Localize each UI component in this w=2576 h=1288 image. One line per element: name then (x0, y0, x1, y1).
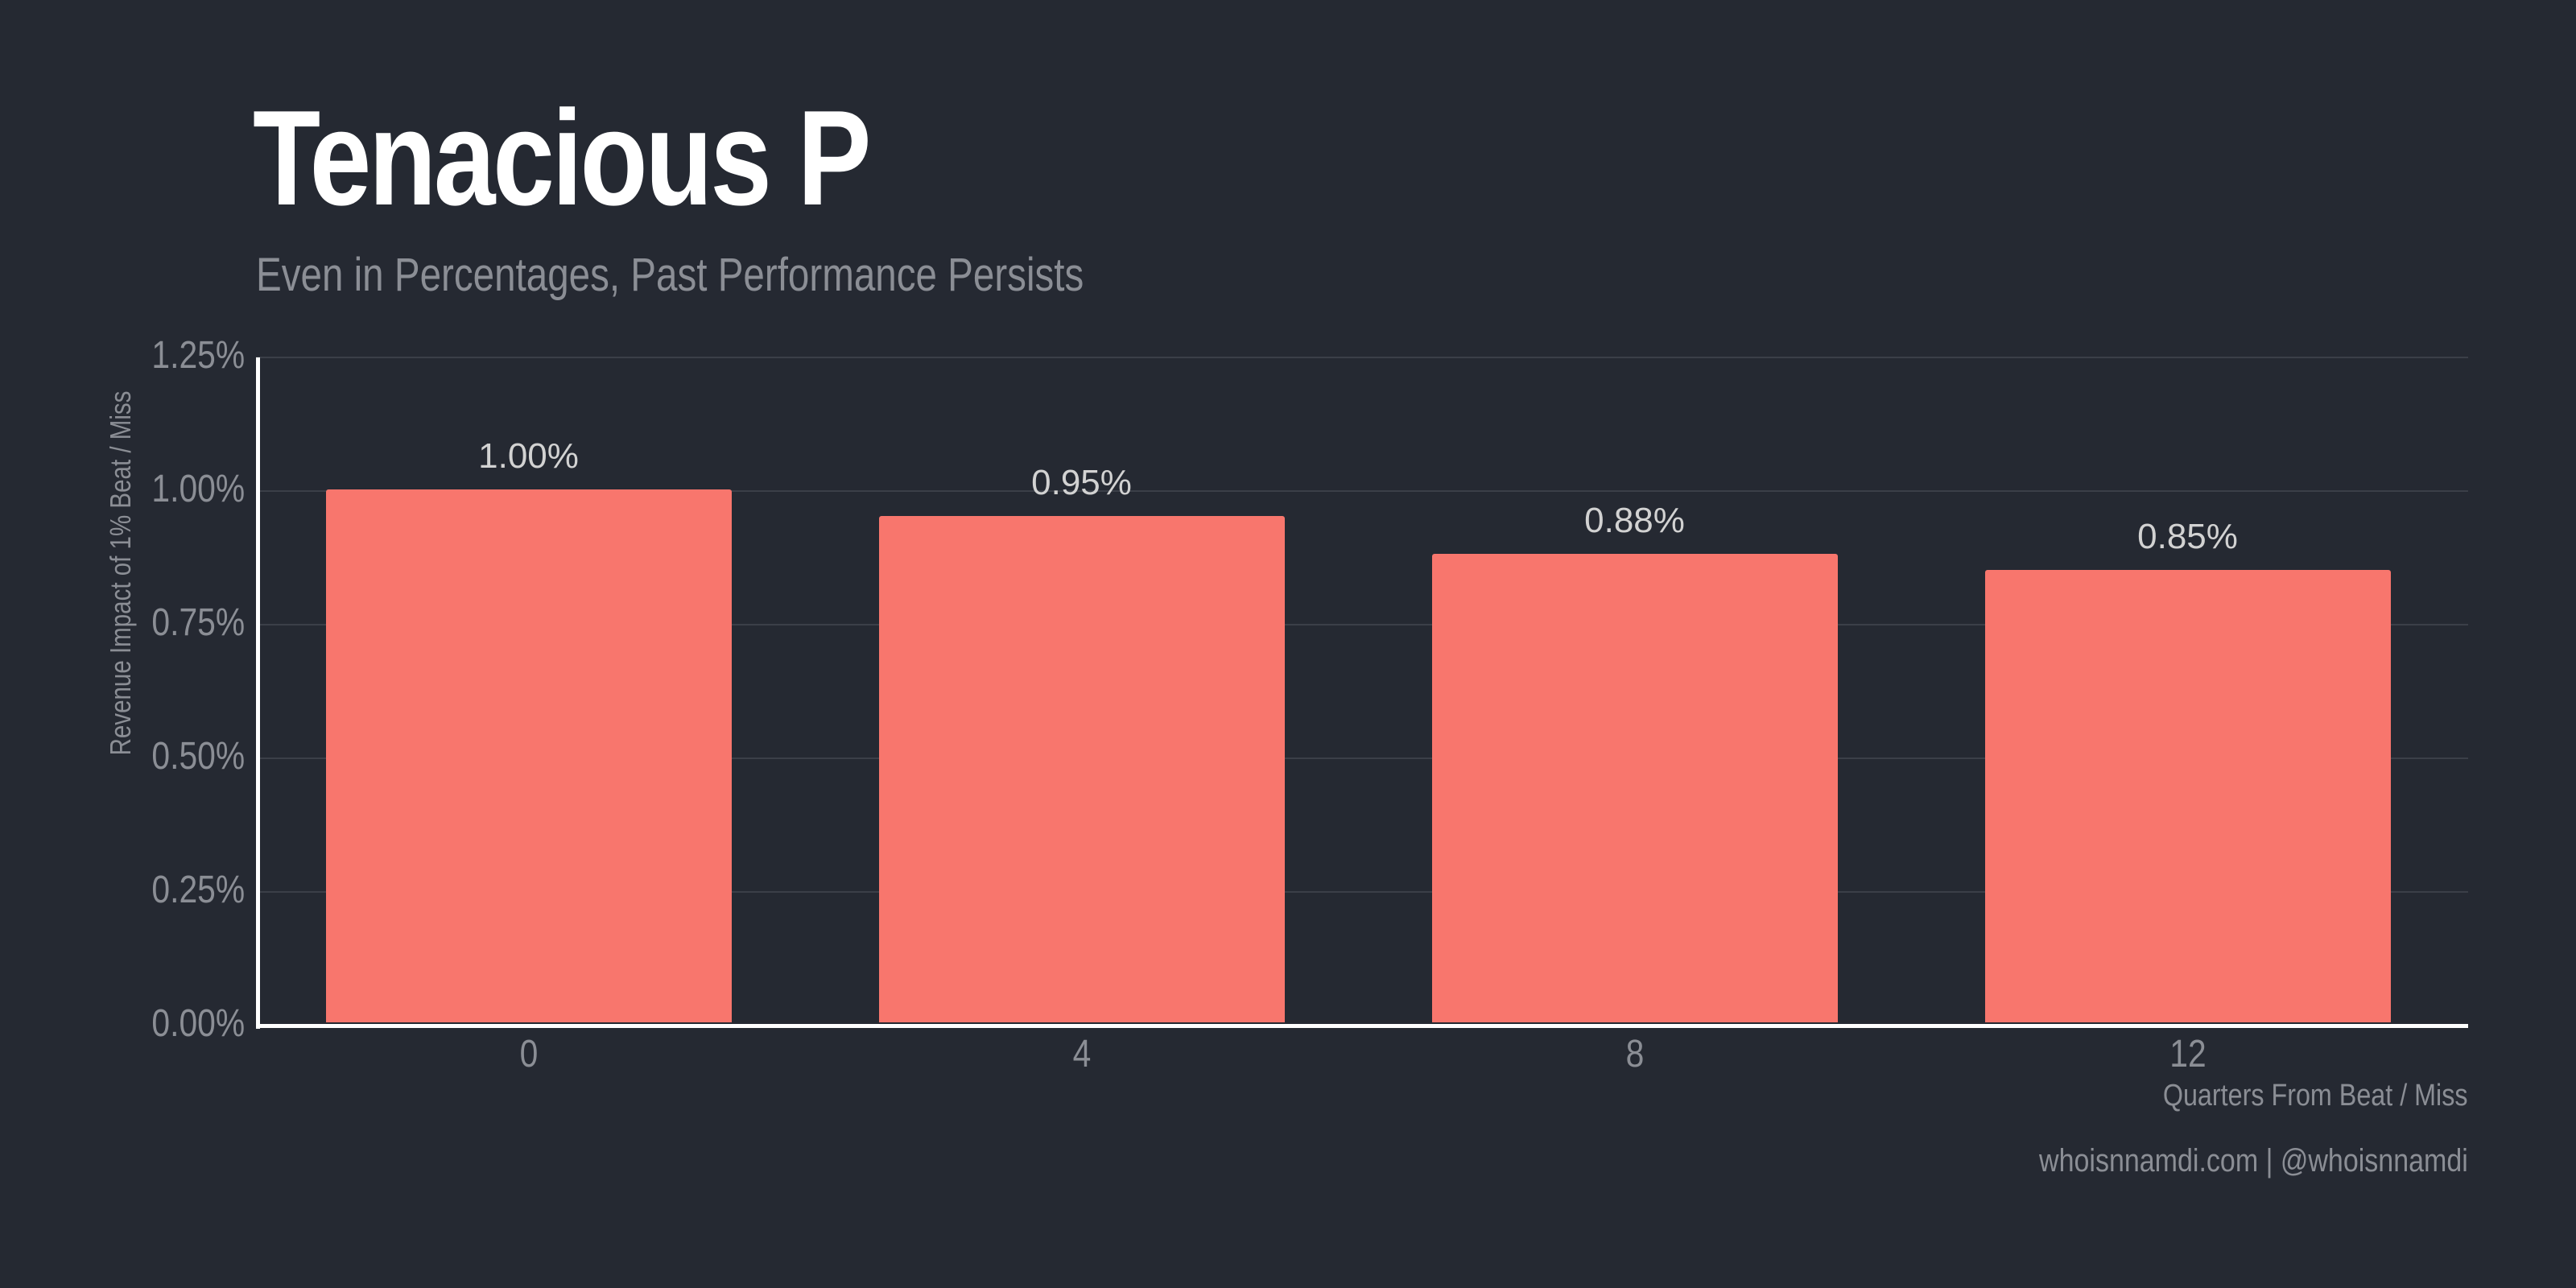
bar-value-label: 0.85% (2137, 516, 2238, 556)
y-axis-line (256, 357, 260, 1029)
gridline (256, 758, 2468, 759)
y-tick-label: 0.25% (151, 869, 245, 911)
plot-area: 1.00% 0.95% 0.88% 0.85% (256, 357, 2468, 1029)
y-tick-label: 0.75% (151, 601, 245, 644)
x-axis-line (256, 1024, 2468, 1028)
y-axis-title: Revenue Impact of 1% Beat / Miss (104, 390, 137, 756)
x-tick-label: 12 (2169, 1033, 2207, 1075)
chart-subtitle: Even in Percentages, Past Performance Pe… (256, 249, 1084, 301)
y-tick-label: 0.00% (151, 1002, 245, 1045)
x-tick-label: 8 (1625, 1033, 1644, 1075)
bar-12 (1984, 569, 2391, 1022)
y-tick-label: 1.25% (151, 334, 245, 377)
x-tick-label: 4 (1072, 1033, 1091, 1075)
x-tick-label: 0 (519, 1033, 538, 1075)
gridline (256, 624, 2468, 625)
bar-0 (325, 489, 732, 1022)
bar-8 (1431, 553, 1838, 1022)
footer-credit: whoisnnamdi.com | @whoisnnamdi (2039, 1143, 2468, 1179)
chart-title: Tenacious P (253, 82, 871, 233)
bar-4 (878, 516, 1285, 1022)
gridline (256, 357, 2468, 358)
gridline (256, 891, 2468, 893)
gridline (256, 490, 2468, 492)
bar-value-label: 0.88% (1584, 500, 1685, 540)
bar-value-label: 1.00% (478, 436, 579, 476)
bar-value-label: 0.95% (1031, 463, 1132, 503)
x-axis-title: Quarters From Beat / Miss (2163, 1079, 2468, 1113)
y-tick-label: 0.50% (151, 735, 245, 778)
y-tick-label: 1.00% (151, 468, 245, 510)
